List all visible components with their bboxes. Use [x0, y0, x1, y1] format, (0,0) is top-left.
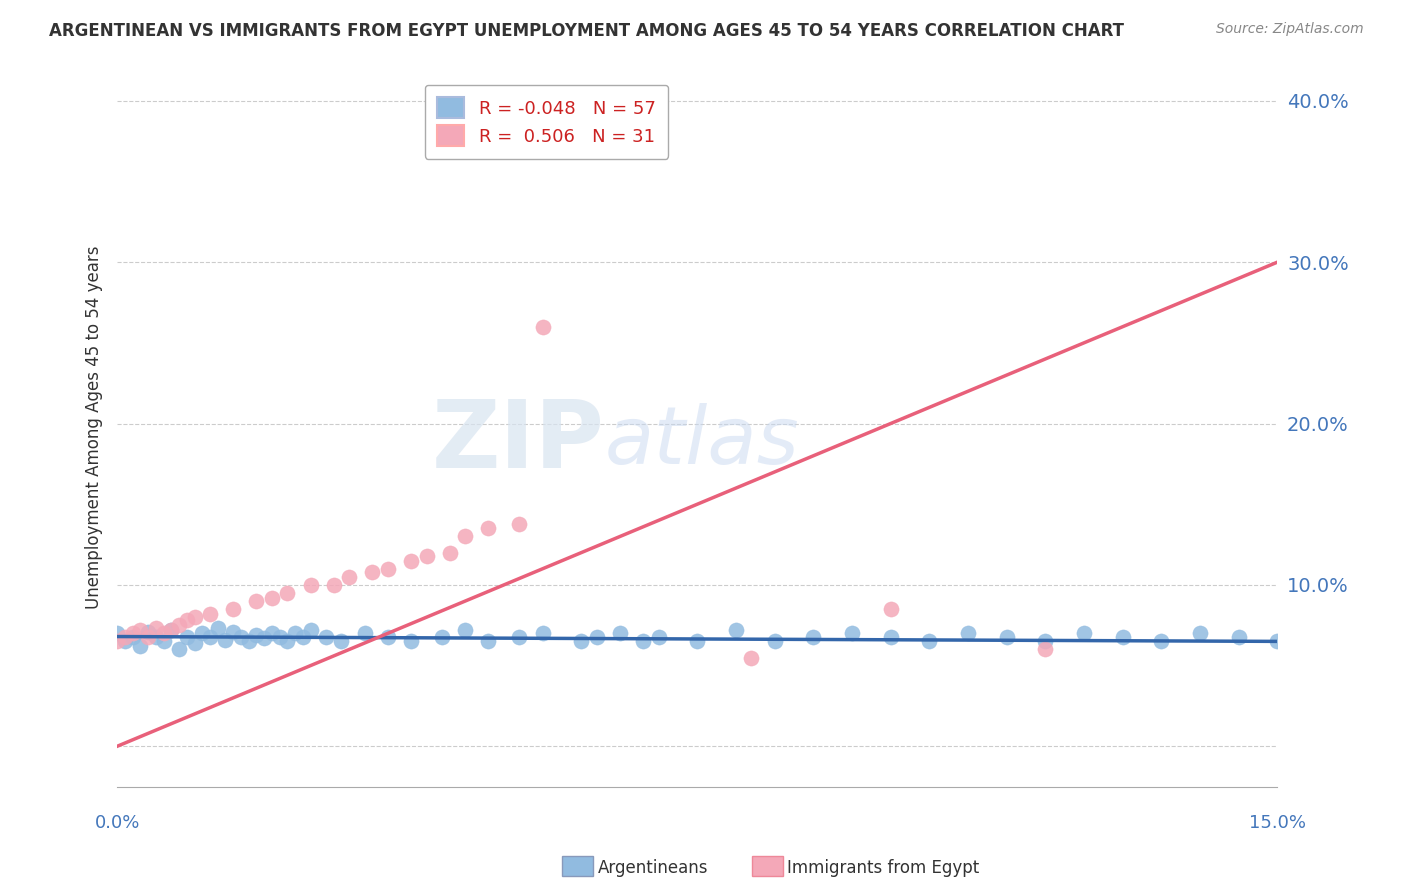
Point	[918, 634, 941, 648]
Point	[631, 634, 654, 648]
Text: Immigrants from Egypt: Immigrants from Egypt	[787, 859, 980, 877]
Point	[454, 623, 477, 637]
Point	[508, 630, 530, 644]
Point	[686, 634, 709, 648]
Text: Source: ZipAtlas.com: Source: ZipAtlas.com	[1216, 22, 1364, 37]
Point	[207, 622, 229, 636]
Text: ARGENTINEAN VS IMMIGRANTS FROM EGYPT UNEMPLOYMENT AMONG AGES 45 TO 54 YEARS CORR: ARGENTINEAN VS IMMIGRANTS FROM EGYPT UNE…	[49, 22, 1125, 40]
Point	[214, 632, 236, 647]
Point	[1111, 630, 1133, 644]
Point	[361, 565, 384, 579]
Point	[569, 634, 592, 648]
Point	[1227, 630, 1250, 644]
Point	[276, 586, 298, 600]
Point	[956, 626, 979, 640]
Point	[531, 319, 554, 334]
Legend: R = -0.048   N = 57, R =  0.506   N = 31: R = -0.048 N = 57, R = 0.506 N = 31	[425, 85, 668, 159]
Point	[245, 594, 267, 608]
Point	[399, 554, 422, 568]
Text: atlas: atlas	[605, 403, 799, 481]
Point	[330, 634, 353, 648]
Point	[740, 650, 762, 665]
Point	[430, 630, 453, 644]
Point	[222, 602, 245, 616]
Point	[454, 529, 477, 543]
Point	[284, 626, 307, 640]
Y-axis label: Unemployment Among Ages 45 to 54 years: Unemployment Among Ages 45 to 54 years	[86, 246, 103, 609]
Point	[229, 630, 252, 644]
Point	[152, 634, 174, 648]
Point	[198, 607, 221, 621]
Point	[841, 626, 863, 640]
Point	[160, 623, 183, 637]
Point	[1265, 634, 1288, 648]
Point	[167, 618, 190, 632]
Text: 15.0%: 15.0%	[1249, 814, 1306, 832]
Point	[477, 521, 499, 535]
Point	[191, 626, 214, 640]
Point	[315, 630, 337, 644]
Point	[160, 623, 183, 637]
Point	[995, 630, 1018, 644]
Point	[508, 516, 530, 531]
Point	[176, 614, 198, 628]
Point	[105, 634, 128, 648]
Point	[121, 626, 143, 640]
Point	[152, 626, 174, 640]
Point	[114, 630, 136, 644]
Point	[1150, 634, 1173, 648]
Point	[377, 630, 399, 644]
Point	[245, 628, 267, 642]
Point	[269, 630, 291, 644]
Point	[176, 630, 198, 644]
Point	[167, 642, 190, 657]
Point	[1073, 626, 1095, 640]
Point	[183, 636, 205, 650]
Point	[415, 549, 437, 563]
Point	[129, 623, 152, 637]
Point	[531, 626, 554, 640]
Point	[585, 630, 607, 644]
Point	[763, 634, 786, 648]
Point	[253, 631, 276, 645]
Point	[322, 578, 344, 592]
Point	[121, 630, 143, 644]
Point	[477, 634, 499, 648]
Point	[337, 570, 360, 584]
Point	[299, 578, 322, 592]
Point	[145, 630, 167, 644]
Point	[260, 591, 283, 605]
Point	[114, 634, 136, 648]
Point	[145, 622, 167, 636]
Point	[609, 626, 631, 640]
Point	[377, 562, 399, 576]
Point	[353, 626, 375, 640]
Point	[238, 634, 260, 648]
Point	[129, 639, 152, 653]
Point	[183, 610, 205, 624]
Point	[291, 630, 314, 644]
Point	[879, 602, 901, 616]
Point	[439, 546, 461, 560]
Point	[198, 630, 221, 644]
Point	[801, 630, 824, 644]
Point	[299, 623, 322, 637]
Point	[276, 634, 298, 648]
Text: 0.0%: 0.0%	[94, 814, 139, 832]
Point	[136, 624, 159, 639]
Point	[222, 624, 245, 639]
Point	[1033, 634, 1056, 648]
Text: Argentineans: Argentineans	[598, 859, 709, 877]
Point	[647, 630, 669, 644]
Point	[399, 634, 422, 648]
Text: ZIP: ZIP	[432, 396, 605, 488]
Point	[1033, 642, 1056, 657]
Point	[1188, 626, 1211, 640]
Point	[136, 630, 159, 644]
Point	[724, 623, 747, 637]
Point	[105, 626, 128, 640]
Point	[879, 630, 901, 644]
Point	[260, 626, 283, 640]
